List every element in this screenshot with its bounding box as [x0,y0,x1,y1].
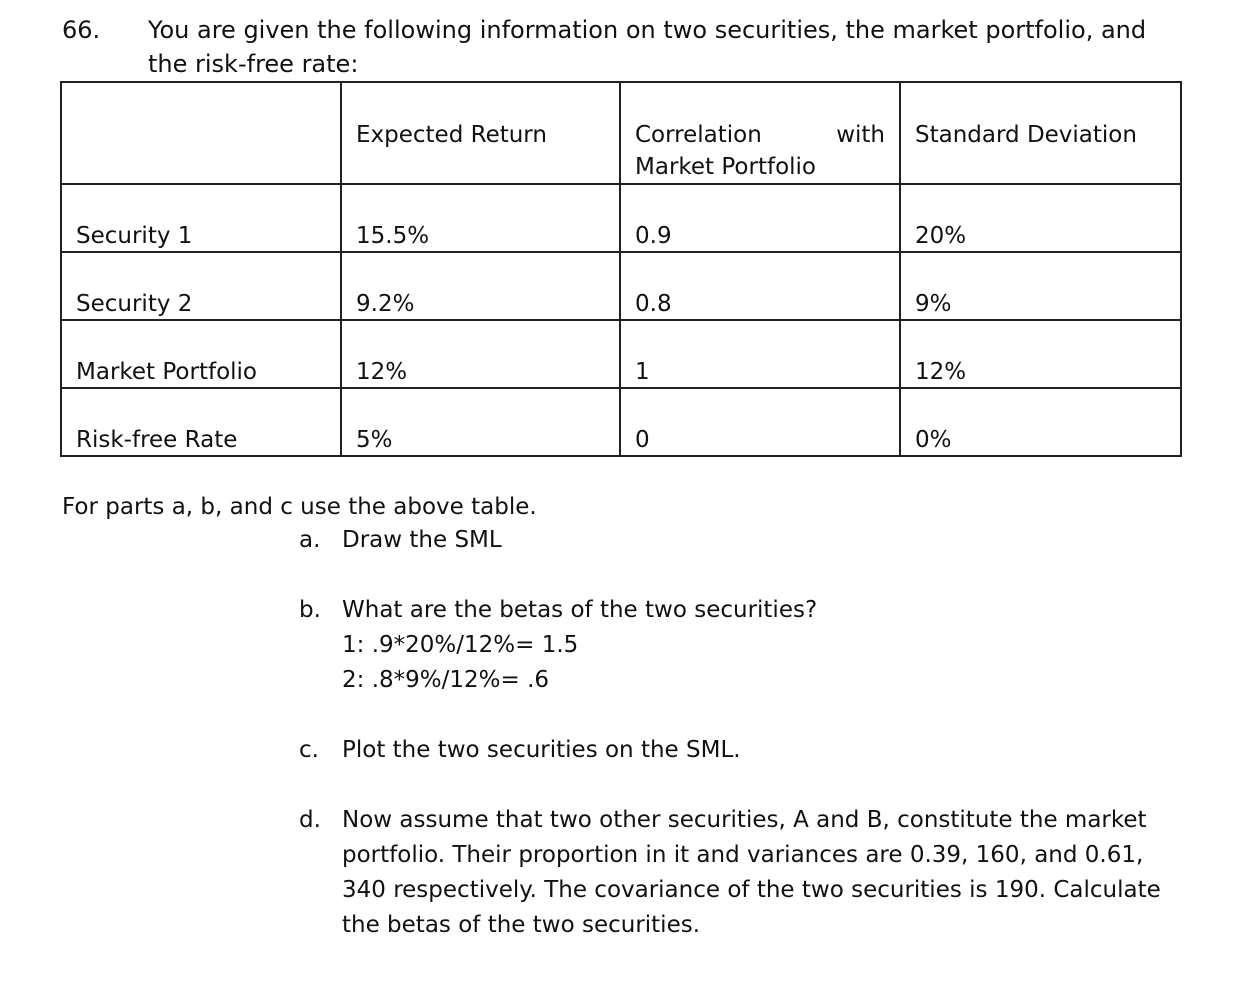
question-intro-line2: the risk-free rate: [148,50,359,78]
table-header-row: Expected Return Correlation with Market … [60,81,1182,185]
table-row: Security 2 9.2% 0.8 9% [60,251,1182,321]
part-d-line2: portfolio. Their proportion in it and va… [342,842,1144,868]
row-std-dev: 20% [899,183,1182,253]
part-a-label: a. [299,527,321,553]
part-d-line3: 340 respectively. The covariance of the … [342,877,1161,903]
row-name: Risk-free Rate [60,387,342,457]
row-correlation: 0.8 [619,251,901,321]
row-std-dev: 0% [899,387,1182,457]
header-empty-cell [60,81,342,185]
question-intro-line1: You are given the following information … [148,16,1147,44]
row-std-dev: 12% [899,319,1182,389]
row-name: Market Portfolio [60,319,342,389]
row-name: Security 2 [60,251,342,321]
table-row: Security 1 15.5% 0.9 20% [60,183,1182,253]
parts-intro: For parts a, b, and c use the above tabl… [62,494,537,520]
header-standard-deviation: Standard Deviation [899,81,1182,185]
row-expected-return: 15.5% [340,183,621,253]
row-correlation: 0 [619,387,901,457]
row-expected-return: 5% [340,387,621,457]
part-d-label: d. [299,807,321,833]
part-b-label: b. [299,597,321,623]
part-b-answer-2: 2: .8*9%/12%= .6 [342,667,550,693]
row-correlation: 1 [619,319,901,389]
header-expected-return: Expected Return [340,81,621,185]
part-c-text: Plot the two securities on the SML. [342,737,741,763]
table-row: Market Portfolio 12% 1 12% [60,319,1182,389]
securities-table: Expected Return Correlation with Market … [60,81,1182,457]
part-b-text: What are the betas of the two securities… [342,597,818,623]
row-name: Security 1 [60,183,342,253]
part-d-line1: Now assume that two other securities, A … [342,807,1147,833]
row-expected-return: 12% [340,319,621,389]
table-row: Risk-free Rate 5% 0 0% [60,387,1182,457]
row-expected-return: 9.2% [340,251,621,321]
part-c-label: c. [299,737,319,763]
part-a-text: Draw the SML [342,527,502,553]
header-correlation: Correlation with Market Portfolio [619,81,901,185]
part-d-line4: the betas of the two securities. [342,912,701,938]
row-std-dev: 9% [899,251,1182,321]
header-market-portfolio-word: Market Portfolio [635,154,816,180]
part-b-answer-1: 1: .9*20%/12%= 1.5 [342,632,579,658]
question-number: 66. [62,16,101,44]
header-with-word: with [836,122,885,148]
row-correlation: 0.9 [619,183,901,253]
header-correlation-word: Correlation [635,122,762,148]
